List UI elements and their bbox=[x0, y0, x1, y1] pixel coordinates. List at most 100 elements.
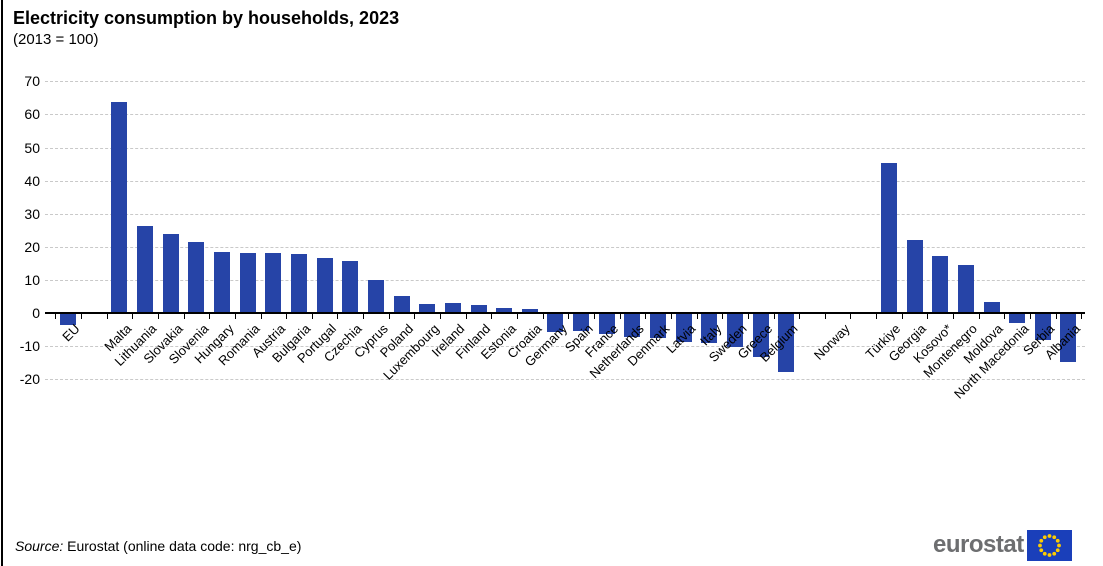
x-axis-tick bbox=[363, 314, 365, 319]
x-axis-tick bbox=[157, 314, 159, 319]
x-axis-tick bbox=[645, 314, 647, 319]
bar-romania[interactable] bbox=[239, 252, 256, 313]
bar-slovakia[interactable] bbox=[162, 233, 179, 313]
bar-luxembourg[interactable] bbox=[419, 303, 436, 313]
bar-finland[interactable] bbox=[470, 304, 487, 313]
x-axis-tick bbox=[619, 314, 621, 319]
bar-serbia[interactable] bbox=[1034, 314, 1051, 341]
bar-poland[interactable] bbox=[393, 296, 410, 313]
y-axis-tick-label: -20 bbox=[19, 371, 40, 388]
bar-chart-plot-area: 70 60 50 40 30 20 10 0 -10 -20 EU Malta Lithuania Slo… bbox=[19, 73, 1085, 402]
y-axis-tick-label: 0 bbox=[32, 305, 40, 321]
x-axis-tick bbox=[491, 314, 493, 319]
bar-italy[interactable] bbox=[701, 314, 718, 344]
x-axis-tick bbox=[55, 314, 57, 319]
y-axis-tick-label: 50 bbox=[24, 139, 40, 156]
bar-sweden[interactable] bbox=[727, 314, 744, 347]
x-axis-tick bbox=[593, 314, 595, 319]
y-axis-tick-label: 30 bbox=[24, 205, 40, 222]
page-left-border bbox=[1, 0, 3, 566]
bar-spain[interactable] bbox=[573, 314, 590, 332]
y-axis-tick-label: 40 bbox=[24, 172, 40, 189]
source-text: Eurostat (online data code: nrg_cb_e) bbox=[63, 538, 302, 554]
bar-germany[interactable] bbox=[547, 314, 564, 332]
bar-czechia[interactable] bbox=[342, 261, 359, 313]
bar-estonia[interactable] bbox=[496, 307, 513, 313]
bar-greece[interactable] bbox=[752, 314, 769, 358]
x-axis-tick bbox=[953, 314, 955, 319]
x-axis-tick bbox=[286, 314, 288, 319]
x-axis-tick bbox=[978, 314, 980, 319]
bar-bulgaria[interactable] bbox=[290, 254, 307, 313]
x-axis-tick bbox=[722, 314, 724, 319]
y-axis-tick-label: -10 bbox=[19, 338, 40, 355]
x-axis-tick bbox=[80, 314, 82, 319]
source-label: Source: bbox=[15, 538, 64, 554]
y-axis-tick-label: 10 bbox=[24, 271, 40, 288]
bar-georgia[interactable] bbox=[906, 240, 923, 313]
bar-lithuania[interactable] bbox=[137, 225, 154, 313]
x-axis-tick bbox=[517, 314, 518, 319]
gridline-y--10 bbox=[45, 346, 1085, 348]
bar-t-rkiye[interactable] bbox=[880, 162, 897, 313]
bar-latvia[interactable] bbox=[675, 314, 692, 343]
x-axis-tick bbox=[260, 314, 262, 319]
x-axis-tick bbox=[901, 314, 903, 319]
bar-portugal[interactable] bbox=[316, 258, 333, 313]
x-axis-tick bbox=[234, 314, 236, 319]
bar-netherlands[interactable] bbox=[624, 314, 641, 337]
bar-cyprus[interactable] bbox=[367, 279, 384, 313]
x-axis-tick bbox=[106, 314, 108, 319]
x-axis-tick bbox=[670, 314, 672, 319]
x-axis-tick bbox=[824, 314, 826, 319]
bar-kosovo-[interactable] bbox=[932, 256, 949, 313]
bar-austria[interactable] bbox=[265, 252, 282, 313]
x-axis-tick bbox=[465, 314, 467, 319]
source-note: Source: Eurostat (online data code: nrg_… bbox=[15, 538, 301, 554]
x-axis-tick bbox=[388, 314, 390, 319]
bar-belgium[interactable] bbox=[778, 314, 795, 372]
bar-hungary[interactable] bbox=[214, 251, 231, 313]
chart-header: Electricity consumption by households, 2… bbox=[13, 6, 399, 50]
x-axis-tick bbox=[1081, 314, 1083, 319]
gridline-y-70 bbox=[45, 81, 1085, 83]
x-axis-tick bbox=[747, 314, 749, 319]
y-axis-tick-label: 60 bbox=[24, 106, 40, 123]
y-axis-tick-label: 70 bbox=[24, 73, 40, 90]
gridline-y-30 bbox=[45, 213, 1085, 215]
x-axis-tick bbox=[1055, 314, 1057, 319]
gridline-y-20 bbox=[45, 246, 1085, 248]
x-axis-tick bbox=[568, 314, 570, 319]
bar-croatia[interactable] bbox=[521, 309, 538, 313]
bar-moldova[interactable] bbox=[983, 302, 1000, 313]
x-axis-tick bbox=[799, 314, 801, 319]
bar-ireland[interactable] bbox=[444, 303, 461, 313]
bar-albania[interactable] bbox=[1060, 314, 1077, 362]
bar-montenegro[interactable] bbox=[957, 265, 974, 313]
eurostat-logo: eurostat bbox=[933, 528, 1072, 562]
bar-denmark[interactable] bbox=[650, 314, 667, 339]
bar-malta[interactable] bbox=[111, 102, 128, 313]
x-axis-tick bbox=[132, 314, 134, 319]
x-axis-tick bbox=[850, 314, 852, 319]
x-axis-tick bbox=[876, 314, 878, 319]
bar-north-macedonia[interactable] bbox=[1009, 314, 1026, 323]
chart-title: Electricity consumption by households, 2… bbox=[13, 8, 400, 28]
x-axis-tick bbox=[311, 314, 313, 319]
bar-slovenia[interactable] bbox=[188, 242, 205, 313]
gridline-y-40 bbox=[45, 180, 1085, 182]
bar-france[interactable] bbox=[598, 314, 615, 334]
chart-subtitle: (2013 = 100) bbox=[13, 31, 99, 48]
gridline-y-50 bbox=[45, 147, 1085, 149]
x-axis-label: Norway bbox=[810, 321, 853, 363]
bar-eu[interactable] bbox=[60, 314, 77, 325]
x-axis-tick bbox=[1030, 314, 1031, 319]
x-axis-tick bbox=[337, 314, 339, 319]
gridline-y-60 bbox=[45, 114, 1085, 116]
x-axis-tick bbox=[773, 314, 775, 319]
eurostat-logo-text: eurostat bbox=[933, 531, 1024, 558]
x-axis-tick bbox=[440, 314, 442, 319]
x-axis-tick bbox=[696, 314, 698, 319]
gridline-y-10 bbox=[45, 279, 1085, 281]
eu-flag-icon bbox=[1026, 529, 1072, 561]
